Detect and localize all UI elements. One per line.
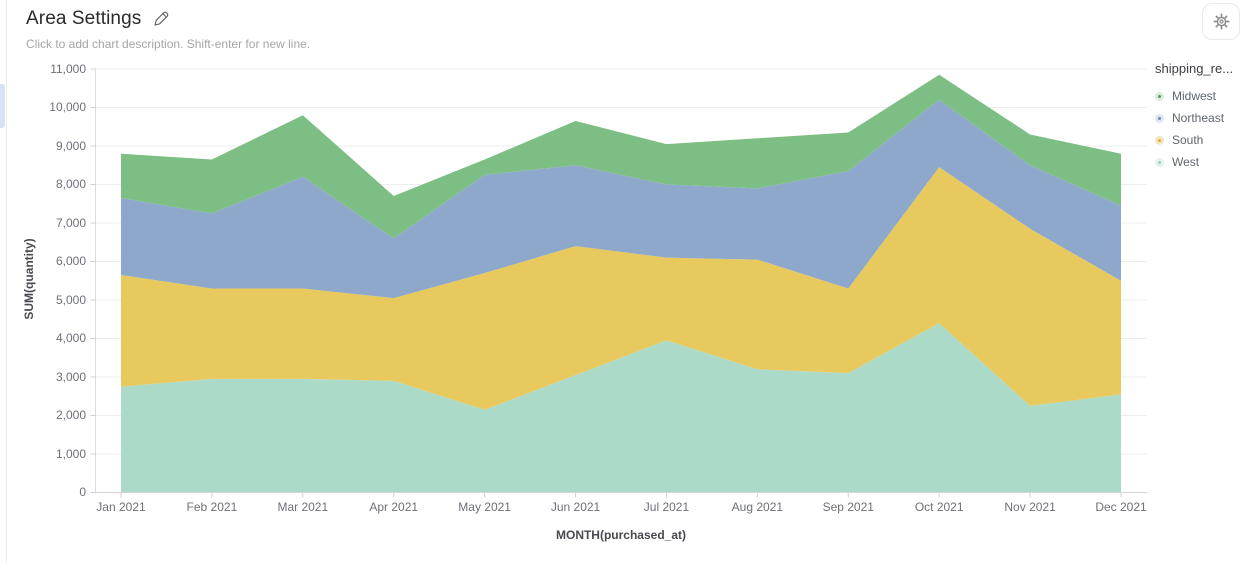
legend-item-label: South [1172,133,1204,147]
panel-divider [6,0,7,563]
x-tick-label: Nov 2021 [1004,500,1056,514]
x-tick-label: Mar 2021 [277,500,329,514]
area-band-midwest[interactable] [121,74,1121,239]
x-tick-label: Oct 2021 [914,500,964,514]
legend: shipping_re... Midwest Northeast South West [1155,61,1244,173]
x-tick-label: Apr 2021 [369,500,419,514]
x-tick-label: May 2021 [458,500,511,514]
legend-marker-icon [1155,157,1164,167]
legend-title: shipping_re... [1155,61,1234,76]
legend-marker-icon [1155,135,1164,145]
area-band-northeast[interactable] [121,99,1121,299]
chart-header: Area Settings Click to add chart descrip… [26,8,310,51]
y-tick-label: 1,000 [55,446,86,461]
y-tick-label: 10,000 [49,100,86,114]
legend-item-west[interactable]: West [1155,151,1244,173]
y-tick-label: 6,000 [55,254,86,268]
pencil-icon [153,11,169,27]
gear-icon [1212,13,1230,30]
y-tick-label: 2,000 [55,408,86,422]
chart-description-placeholder[interactable]: Click to add chart description. Shift-en… [26,37,311,51]
x-tick-label: Sep 2021 [822,500,874,514]
y-tick-label: 0 [79,485,86,499]
area-band-west[interactable] [121,323,1121,493]
area-band-south[interactable] [121,167,1121,410]
y-tick-label: 9,000 [55,138,86,153]
x-tick-label: Dec 2021 [1095,500,1147,514]
x-tick-label: Jun 2021 [550,500,601,514]
legend-marker-icon [1155,91,1164,101]
x-tick-label: Jul 2021 [643,500,690,514]
legend-marker-icon [1155,113,1164,123]
legend-item-label: West [1172,155,1200,169]
legend-item-label: Northeast [1172,111,1225,125]
y-tick-label: 11,000 [50,61,86,76]
x-tick-label: Feb 2021 [186,500,238,514]
y-tick-label: 5,000 [55,292,86,307]
y-tick-label: 4,000 [55,331,86,345]
legend-items: Midwest Northeast South West [1155,85,1244,173]
y-tick-label: 3,000 [55,369,86,384]
legend-item-label: Midwest [1172,89,1217,103]
settings-button[interactable] [1202,3,1240,40]
y-tick-label: 7,000 [55,215,86,230]
legend-item-midwest[interactable]: Midwest [1155,85,1244,107]
edit-title-button[interactable] [151,9,171,29]
y-tick-label: 8,000 [55,177,86,191]
scrollbar-thumb[interactable] [0,84,5,128]
y-axis-title: SUM(quantity) [22,238,36,320]
legend-item-northeast[interactable]: Northeast [1155,107,1244,129]
page-title[interactable]: Area Settings [26,8,142,29]
x-tick-label: Jan 2021 [96,500,146,514]
legend-item-south[interactable]: South [1155,129,1244,151]
x-tick-label: Aug 2021 [731,500,784,514]
plot-svg[interactable] [89,68,1147,500]
x-axis-title: MONTH(purchased_at) [555,528,686,542]
